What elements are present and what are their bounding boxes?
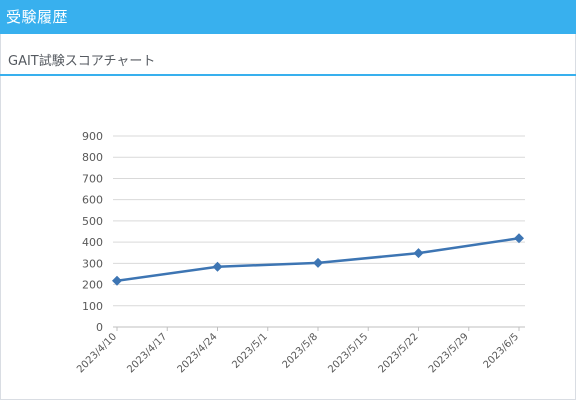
x-tick-label: 2023/6/5 <box>482 331 522 371</box>
x-tick-label: 2023/4/10 <box>75 331 119 375</box>
y-axis-ticks: 0 100 200 300 400 500 600 700 800 900 <box>82 130 103 334</box>
y-tick-label: 0 <box>96 321 103 334</box>
y-tick-label: 100 <box>82 300 103 313</box>
data-point-marker <box>413 248 424 259</box>
section-title: GAIT試験スコアチャート <box>8 54 156 69</box>
data-point-marker <box>313 257 323 268</box>
y-tick-label: 800 <box>82 151 103 164</box>
x-tick-label: 2023/5/15 <box>326 331 370 375</box>
x-tick-label: 2023/5/29 <box>427 331 471 375</box>
y-gridlines <box>113 135 525 307</box>
data-point-marker <box>514 233 524 244</box>
x-tick-label: 2023/5/8 <box>281 331 321 371</box>
y-tick-label: 900 <box>82 130 103 143</box>
section-divider <box>0 74 576 76</box>
x-axis-ticks: 2023/4/10 2023/4/17 2023/4/24 2023/5/1 2023/… <box>75 331 521 375</box>
x-tick-label: 2023/5/22 <box>377 331 421 375</box>
series-points <box>112 233 524 286</box>
app-header: 受験履歴 <box>0 0 576 34</box>
x-tick-label: 2023/4/24 <box>176 331 220 375</box>
y-tick-label: 300 <box>82 257 103 270</box>
y-tick-label: 400 <box>82 236 103 249</box>
x-tick-label: 2023/5/1 <box>230 331 270 371</box>
y-tick-label: 200 <box>82 279 103 292</box>
data-point-marker <box>112 275 122 286</box>
y-tick-label: 700 <box>82 172 103 185</box>
y-tick-label: 600 <box>82 194 103 207</box>
page-title: 受験履歴 <box>6 8 69 26</box>
x-axis <box>113 326 525 331</box>
y-tick-label: 500 <box>82 215 103 228</box>
x-tick-label: 2023/4/17 <box>125 331 169 375</box>
data-point-marker <box>212 261 223 272</box>
